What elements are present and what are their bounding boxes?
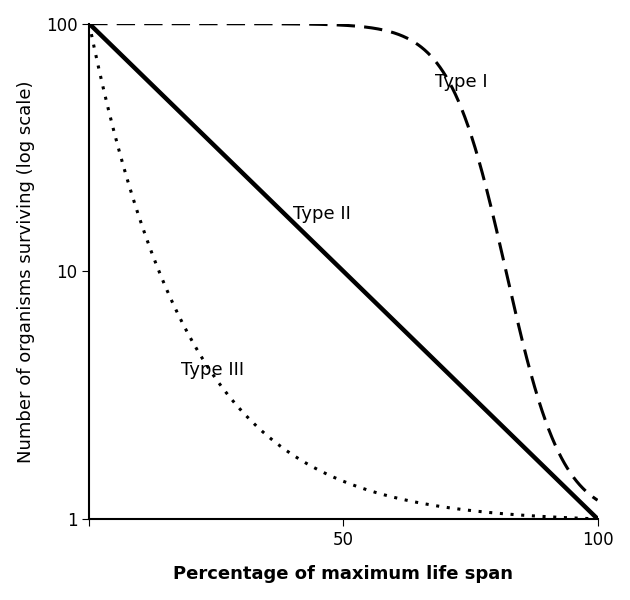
Text: Type III: Type III xyxy=(181,361,244,379)
Text: Type II: Type II xyxy=(292,205,350,223)
Text: Type I: Type I xyxy=(435,73,488,91)
Y-axis label: Number of organisms surviving (log scale): Number of organisms surviving (log scale… xyxy=(16,80,35,463)
X-axis label: Percentage of maximum life span: Percentage of maximum life span xyxy=(173,565,513,583)
